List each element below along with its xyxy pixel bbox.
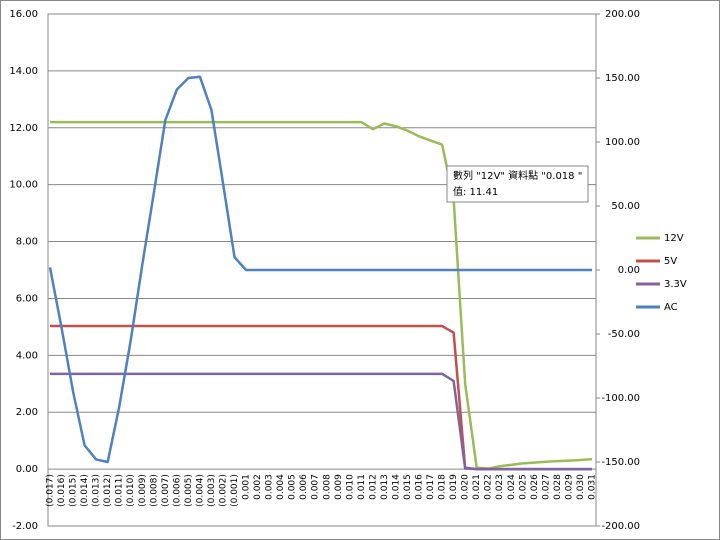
x-tick-label: (0.015) [69,474,79,507]
plot-border [47,13,597,527]
y-tick-label: 6.00 [16,293,38,304]
x-tick-label: 0.016 [415,474,425,500]
y-tick-label: 8.00 [16,237,38,248]
legend-label: AC [664,302,678,313]
tooltip-box [446,165,589,203]
x-tick-label: (0.013) [92,474,102,507]
x-tick-label: (0.004) [195,474,205,507]
x-tick-label: 0.020 [461,474,471,500]
x-tick-label: (0.001) [230,474,240,507]
x-tick-label: 0.029 [564,474,574,500]
x-tick-label: 0.009 [334,474,344,500]
y-tick-label: 16.00 [9,9,38,20]
x-tick-label: 0.014 [391,474,401,500]
x-tick-label: 0.005 [288,474,298,500]
series-line [48,75,592,464]
x-tick-label: 0.024 [507,474,517,500]
legend-label: 5V [664,256,677,267]
y2-tick-label: 0.00 [618,265,640,276]
y-tick-label: 14.00 [9,66,38,77]
x-tick-label: (0.008) [149,474,159,507]
x-tick-label: (0.017) [46,474,56,507]
lines [48,75,593,471]
y-tick-label: 10.00 [9,180,38,191]
x-tick-label: 0.003 [265,474,275,500]
x-tick-label: 0.008 [322,474,332,500]
x-tick-label: 0.010 [345,474,355,500]
x-tick-label: 0.004 [276,474,286,500]
x-tick-label: 0.028 [553,474,563,500]
legend-label: 3.3V [664,279,687,290]
x-tick-label: 0.021 [472,474,482,500]
x-tick-label: 0.023 [495,474,505,500]
series-line [50,120,593,470]
x-tick-label: 0.031 [588,474,598,500]
x-tick-label: 0.026 [530,474,540,500]
y2-tick-label: -200.00 [601,521,640,532]
y-tick-label: 12.00 [9,123,38,134]
x-tick-label: 0.030 [576,474,586,500]
x-tick-label: (0.016) [57,474,67,507]
x-tick-label: 0.019 [449,474,459,500]
x-tick-label: (0.006) [172,474,182,507]
y-tick-label: 4.00 [16,350,38,361]
x-tick-label: 0.027 [541,474,551,500]
tooltip-text: 值: 11.41 [453,185,498,198]
x-tick-label: 0.006 [299,474,309,500]
x-tick-label: 0.018 [438,474,448,500]
labels: -2.00 0.00 2.00 4.00 6.00 8.00 10.00 12.00 14.00… [9,9,687,532]
x-tick-label: 0.025 [518,474,528,500]
x-tick-label: 0.022 [484,474,494,500]
x-tick-label: 0.012 [368,474,378,500]
x-tick-label: (0.002) [218,474,228,507]
y-tick-label: 2.00 [16,407,38,418]
x-tick-label: (0.011) [115,474,125,507]
x-tick-label: (0.012) [103,474,113,507]
y-tick-label: 0.00 [16,464,38,475]
x-tick-label: (0.010) [126,474,136,507]
x-tick-label: 0.002 [253,474,263,500]
x-tick-label: 0.015 [403,474,413,500]
tooltip-text: 數列 "12V" 資料點 "0.018 " [453,169,582,182]
series-line [50,372,592,471]
x-tick-label: (0.003) [207,474,217,507]
tooltip: 數列 "12V" 資料點 "0.018 " 值: 11.41 [446,165,589,203]
y2-tick-label: 150.00 [605,73,640,84]
x-tick-label: 0.013 [380,474,390,500]
x-tick-label: (0.014) [80,474,90,507]
x-tick-label: 0.001 [242,474,252,500]
x-tick-label: 0.017 [426,474,436,500]
y2-tick-label: 200.00 [605,9,640,20]
legend-label: 12V [664,233,684,244]
y2-tick-label: 50.00 [611,201,640,212]
x-tick-label: (0.009) [138,474,148,507]
x-tick-label: 0.007 [311,474,321,500]
y2-tick-label: -100.00 [601,393,640,404]
x-tick-label: (0.005) [184,474,194,507]
y2-tick-label: -150.00 [601,457,640,468]
x-tick-label: 0.011 [357,474,367,500]
y2-tick-label: 100.00 [605,137,640,148]
y-tick-label: -2.00 [12,521,38,532]
y2-tick-label: -50.00 [608,329,640,340]
x-tick-label: (0.007) [161,474,171,507]
